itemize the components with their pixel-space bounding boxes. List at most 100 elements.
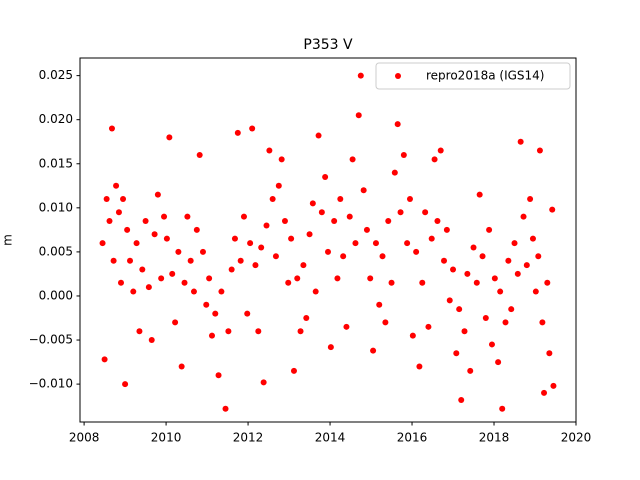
point: [269, 196, 276, 203]
point: [148, 337, 155, 344]
y-tick-label: −0.005: [29, 333, 73, 347]
point: [285, 279, 292, 286]
legend-marker: [395, 73, 401, 79]
point: [370, 347, 377, 354]
point: [495, 359, 502, 366]
point: [228, 266, 235, 273]
point: [154, 191, 161, 198]
point: [514, 270, 521, 277]
point: [464, 270, 471, 277]
point: [406, 196, 413, 203]
point: [124, 226, 131, 233]
point: [450, 266, 457, 273]
point: [208, 332, 215, 339]
point: [234, 129, 241, 136]
chart-title: P353 V: [303, 37, 353, 53]
point: [544, 279, 551, 286]
point: [443, 226, 450, 233]
x-tick-label: 2016: [397, 431, 428, 445]
point: [334, 275, 341, 282]
point: [352, 240, 359, 247]
point: [281, 218, 288, 225]
point: [397, 209, 404, 216]
point: [517, 138, 524, 145]
point: [497, 288, 504, 295]
point: [473, 279, 480, 286]
y-tick-label: −0.010: [29, 377, 73, 391]
point: [482, 315, 489, 321]
point: [527, 196, 534, 203]
point: [539, 319, 546, 326]
point: [142, 218, 149, 225]
point: [181, 279, 188, 286]
point: [346, 213, 353, 220]
point: [175, 248, 182, 255]
point: [425, 323, 432, 330]
point: [303, 315, 310, 321]
point: [247, 240, 254, 247]
point: [467, 367, 474, 374]
point: [479, 253, 486, 260]
point: [325, 248, 331, 255]
point: [419, 279, 426, 286]
point: [453, 350, 460, 357]
point: [106, 218, 113, 225]
point: [476, 191, 483, 198]
x-tick-label: 2012: [233, 431, 264, 445]
point: [115, 209, 122, 216]
y-tick-label: 0.000: [39, 288, 73, 302]
point: [363, 226, 370, 233]
point: [212, 310, 219, 317]
point: [206, 275, 213, 282]
point: [258, 244, 265, 251]
x-tick-label: 2008: [69, 431, 100, 445]
point: [523, 262, 530, 269]
point: [110, 257, 117, 264]
point: [309, 200, 316, 207]
point: [413, 248, 420, 255]
y-axis-label: m: [1, 234, 15, 246]
point: [196, 151, 203, 158]
point: [360, 187, 367, 194]
point: [263, 222, 270, 229]
point: [532, 288, 539, 295]
point: [416, 363, 423, 370]
point: [294, 275, 301, 282]
point: [272, 253, 279, 260]
point: [357, 72, 364, 79]
point: [300, 262, 307, 269]
y-tick-label: 0.010: [39, 200, 73, 214]
point: [240, 213, 247, 220]
point: [237, 257, 244, 264]
point: [113, 182, 120, 189]
point: [546, 350, 553, 357]
point: [99, 240, 106, 247]
point: [550, 382, 557, 389]
y-tick-label: 0.015: [39, 156, 73, 170]
y-tick-label: 0.025: [39, 68, 73, 82]
point: [322, 173, 329, 180]
point: [376, 301, 383, 308]
point: [166, 134, 173, 141]
point: [488, 341, 495, 348]
point: [127, 257, 134, 264]
legend-box: [375, 62, 571, 90]
point: [508, 306, 515, 313]
point: [133, 240, 140, 247]
point: [486, 226, 493, 233]
point: [499, 405, 506, 412]
point: [178, 363, 185, 370]
point: [266, 147, 273, 154]
point: [184, 213, 191, 220]
point: [172, 319, 179, 326]
point: [549, 206, 556, 213]
point: [255, 328, 262, 335]
point: [103, 196, 110, 203]
point: [225, 328, 232, 335]
point: [122, 381, 129, 388]
point: [422, 209, 429, 216]
point: [290, 367, 297, 374]
legend-label: repro2018a (IGS14): [426, 69, 544, 83]
point: [136, 328, 143, 335]
